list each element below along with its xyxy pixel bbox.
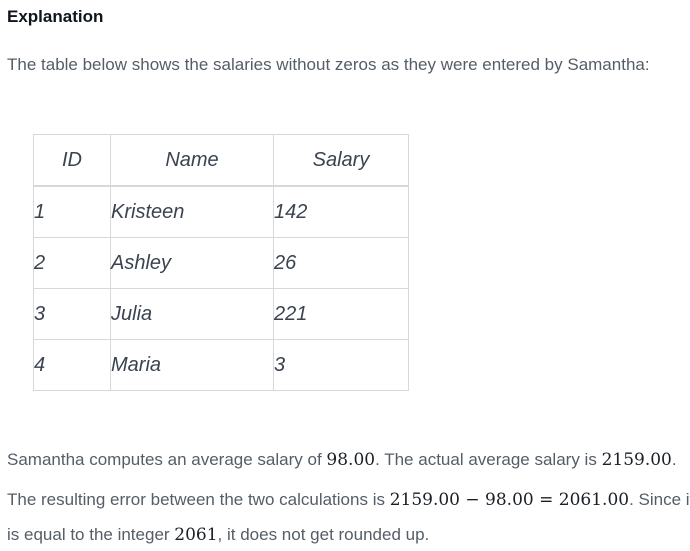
table-row: 1 Kristeen 142 — [33, 185, 409, 238]
text-fragment: . Since it — [629, 490, 690, 509]
cell-name: Maria — [110, 339, 274, 391]
column-header-id: ID — [33, 134, 111, 187]
table-header-row: ID Name Salary — [33, 134, 409, 187]
column-header-name: Name — [110, 134, 274, 187]
cell-salary: 26 — [273, 237, 409, 289]
table-row: 2 Ashley 26 — [33, 237, 409, 289]
math-expression: 2159.00 − 98.00 = 2061.00 — [389, 490, 630, 510]
error-paragraph: The resulting error between the two calc… — [7, 490, 690, 510]
math-value: 98.00 — [326, 450, 376, 470]
cell-id: 1 — [33, 185, 111, 238]
cell-id: 4 — [33, 339, 111, 391]
column-header-salary: Salary — [273, 134, 409, 187]
salary-table: ID Name Salary 1 Kristeen 142 2 Ashley 2… — [33, 134, 409, 391]
text-fragment: Samantha computes an average salary of — [7, 450, 327, 469]
table-row: 4 Maria 3 — [33, 339, 409, 391]
text-fragment: . — [671, 450, 677, 469]
cell-name: Julia — [110, 288, 274, 340]
intro-text: The table below shows the salaries witho… — [7, 55, 650, 74]
cell-id: 2 — [33, 237, 111, 289]
text-fragment: The resulting error between the two calc… — [7, 490, 390, 509]
math-value: 2061 — [174, 525, 218, 545]
text-fragment: . The actual average salary is — [375, 450, 602, 469]
section-heading: Explanation — [7, 7, 104, 26]
text-fragment: , it does not get rounded up. — [217, 525, 430, 544]
cell-salary: 221 — [273, 288, 409, 340]
cell-salary: 3 — [273, 339, 409, 391]
text-fragment: is equal to the integer — [7, 525, 175, 544]
table-row: 3 Julia 221 — [33, 288, 409, 340]
cell-name: Ashley — [110, 237, 274, 289]
rounding-paragraph: is equal to the integer 2061, it does no… — [7, 525, 429, 545]
cell-id: 3 — [33, 288, 111, 340]
cell-salary: 142 — [273, 185, 409, 238]
cell-name: Kristeen — [110, 185, 274, 238]
math-value: 2159.00 — [601, 450, 672, 470]
average-salary-paragraph: Samantha computes an average salary of 9… — [7, 450, 677, 470]
